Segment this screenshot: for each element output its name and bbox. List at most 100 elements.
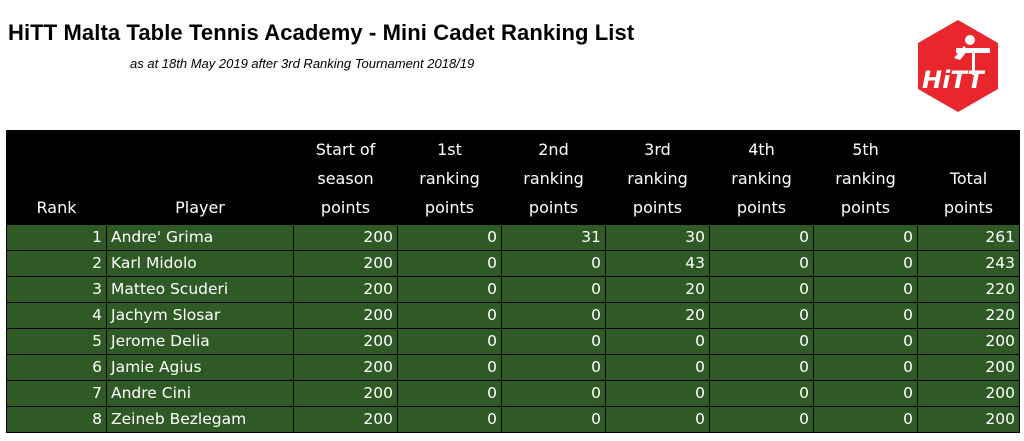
- points-cell: 200: [917, 406, 1020, 433]
- points-cell: 0: [605, 354, 710, 381]
- column-header: 2nd ranking points: [501, 130, 606, 225]
- points-cell: 0: [813, 302, 918, 329]
- points-cell: 0: [709, 250, 814, 277]
- points-cell: 0: [397, 406, 502, 433]
- points-cell: 0: [813, 354, 918, 381]
- points-cell: 0: [709, 354, 814, 381]
- column-header: Player: [106, 130, 294, 225]
- points-cell: 200: [293, 354, 398, 381]
- points-cell: 0: [709, 302, 814, 329]
- points-cell: 0: [397, 380, 502, 407]
- column-header-line: Rank: [36, 198, 77, 217]
- points-cell: 261: [917, 224, 1020, 251]
- points-cell: 220: [917, 302, 1020, 329]
- column-header-line: ranking: [419, 169, 480, 188]
- column-header-line: points: [736, 198, 787, 217]
- points-cell: 0: [501, 276, 606, 303]
- points-cell: 0: [501, 354, 606, 381]
- points-cell: 0: [813, 328, 918, 355]
- points-cell: 200: [293, 250, 398, 277]
- column-header-line: 4th: [748, 140, 775, 159]
- column-header-line: points: [840, 198, 891, 217]
- rank-cell: 2: [6, 250, 107, 277]
- column-header-line: ranking: [731, 169, 792, 188]
- points-cell: 0: [709, 276, 814, 303]
- column-header-line: season: [317, 169, 374, 188]
- points-cell: 0: [501, 406, 606, 433]
- column-header-line: 2nd: [538, 140, 569, 159]
- column-header-line: Player: [175, 198, 225, 217]
- points-cell: 31: [501, 224, 606, 251]
- points-cell: 200: [293, 302, 398, 329]
- points-cell: 0: [813, 406, 918, 433]
- points-cell: 243: [917, 250, 1020, 277]
- table-row: 7 Andre Cini 200 0 0 0 0 0 200: [6, 380, 1020, 407]
- column-header-line: points: [943, 198, 994, 217]
- rank-cell: 7: [6, 380, 107, 407]
- points-cell: 0: [709, 380, 814, 407]
- table-row: 5 Jerome Delia 200 0 0 0 0 0 200: [6, 328, 1020, 355]
- column-header-line: ranking: [523, 169, 584, 188]
- column-header: 3rd ranking points: [605, 130, 710, 225]
- points-cell: 200: [293, 380, 398, 407]
- column-header-line: ranking: [627, 169, 688, 188]
- points-cell: 43: [605, 250, 710, 277]
- player-cell: Andre' Grima: [106, 224, 294, 251]
- points-cell: 0: [813, 224, 918, 251]
- table-header-row: Rank Player Start of season points 1st ranking…: [6, 130, 1020, 225]
- points-cell: 0: [501, 250, 606, 277]
- column-header: Rank: [6, 130, 107, 225]
- points-cell: 200: [917, 328, 1020, 355]
- points-cell: 0: [813, 380, 918, 407]
- column-header: 4th ranking points: [709, 130, 814, 225]
- table-row: 4 Jachym Slosar 200 0 0 20 0 0 220: [6, 302, 1020, 329]
- column-header-line: Total: [949, 169, 988, 188]
- points-cell: 0: [397, 224, 502, 251]
- points-cell: 200: [293, 276, 398, 303]
- points-cell: 0: [501, 302, 606, 329]
- player-cell: Karl Midolo: [106, 250, 294, 277]
- column-header-line: points: [528, 198, 579, 217]
- column-header-line: points: [424, 198, 475, 217]
- rank-cell: 1: [6, 224, 107, 251]
- column-header-line: 3rd: [644, 140, 671, 159]
- points-cell: 0: [397, 354, 502, 381]
- rank-cell: 5: [6, 328, 107, 355]
- points-cell: 0: [605, 406, 710, 433]
- points-cell: 200: [293, 224, 398, 251]
- table-body: 1 Andre' Grima 200 0 31 30 0 0 261 2 Karl Midolo 20…: [6, 224, 1020, 433]
- column-header: 5th ranking points: [813, 130, 918, 225]
- table-row: 2 Karl Midolo 200 0 0 43 0 0 243: [6, 250, 1020, 277]
- points-cell: 220: [917, 276, 1020, 303]
- points-cell: 0: [813, 276, 918, 303]
- points-cell: 0: [709, 406, 814, 433]
- column-header-line: 5th: [852, 140, 879, 159]
- points-cell: 0: [397, 276, 502, 303]
- points-cell: 200: [293, 406, 398, 433]
- page-subtitle: as at 18th May 2019 after 3rd Ranking To…: [130, 56, 475, 71]
- column-header: Start of season points: [293, 130, 398, 225]
- points-cell: 30: [605, 224, 710, 251]
- table-row: 6 Jamie Agius 200 0 0 0 0 0 200: [6, 354, 1020, 381]
- points-cell: 0: [501, 328, 606, 355]
- points-cell: 0: [605, 380, 710, 407]
- points-cell: 0: [709, 328, 814, 355]
- ranking-table: Rank Player Start of season points 1st ranking…: [6, 130, 1020, 433]
- points-cell: 200: [917, 380, 1020, 407]
- column-header-line: 1st: [437, 140, 462, 159]
- table-row: 8 Zeineb Bezlegam 200 0 0 0 0 0 200: [6, 406, 1020, 433]
- player-cell: Jachym Slosar: [106, 302, 294, 329]
- column-header-line: points: [632, 198, 683, 217]
- points-cell: 200: [293, 328, 398, 355]
- points-cell: 20: [605, 302, 710, 329]
- column-header-line: ranking: [835, 169, 896, 188]
- column-header-line: Start of: [315, 140, 376, 159]
- points-cell: 0: [501, 380, 606, 407]
- hitt-logo: HiTT: [918, 20, 998, 112]
- logo-text: HiTT: [922, 66, 985, 94]
- points-cell: 0: [709, 224, 814, 251]
- column-header: Total points: [917, 130, 1020, 225]
- column-header: 1st ranking points: [397, 130, 502, 225]
- column-header-line: points: [320, 198, 371, 217]
- page-title: HiTT Malta Table Tennis Academy - Mini C…: [8, 20, 635, 45]
